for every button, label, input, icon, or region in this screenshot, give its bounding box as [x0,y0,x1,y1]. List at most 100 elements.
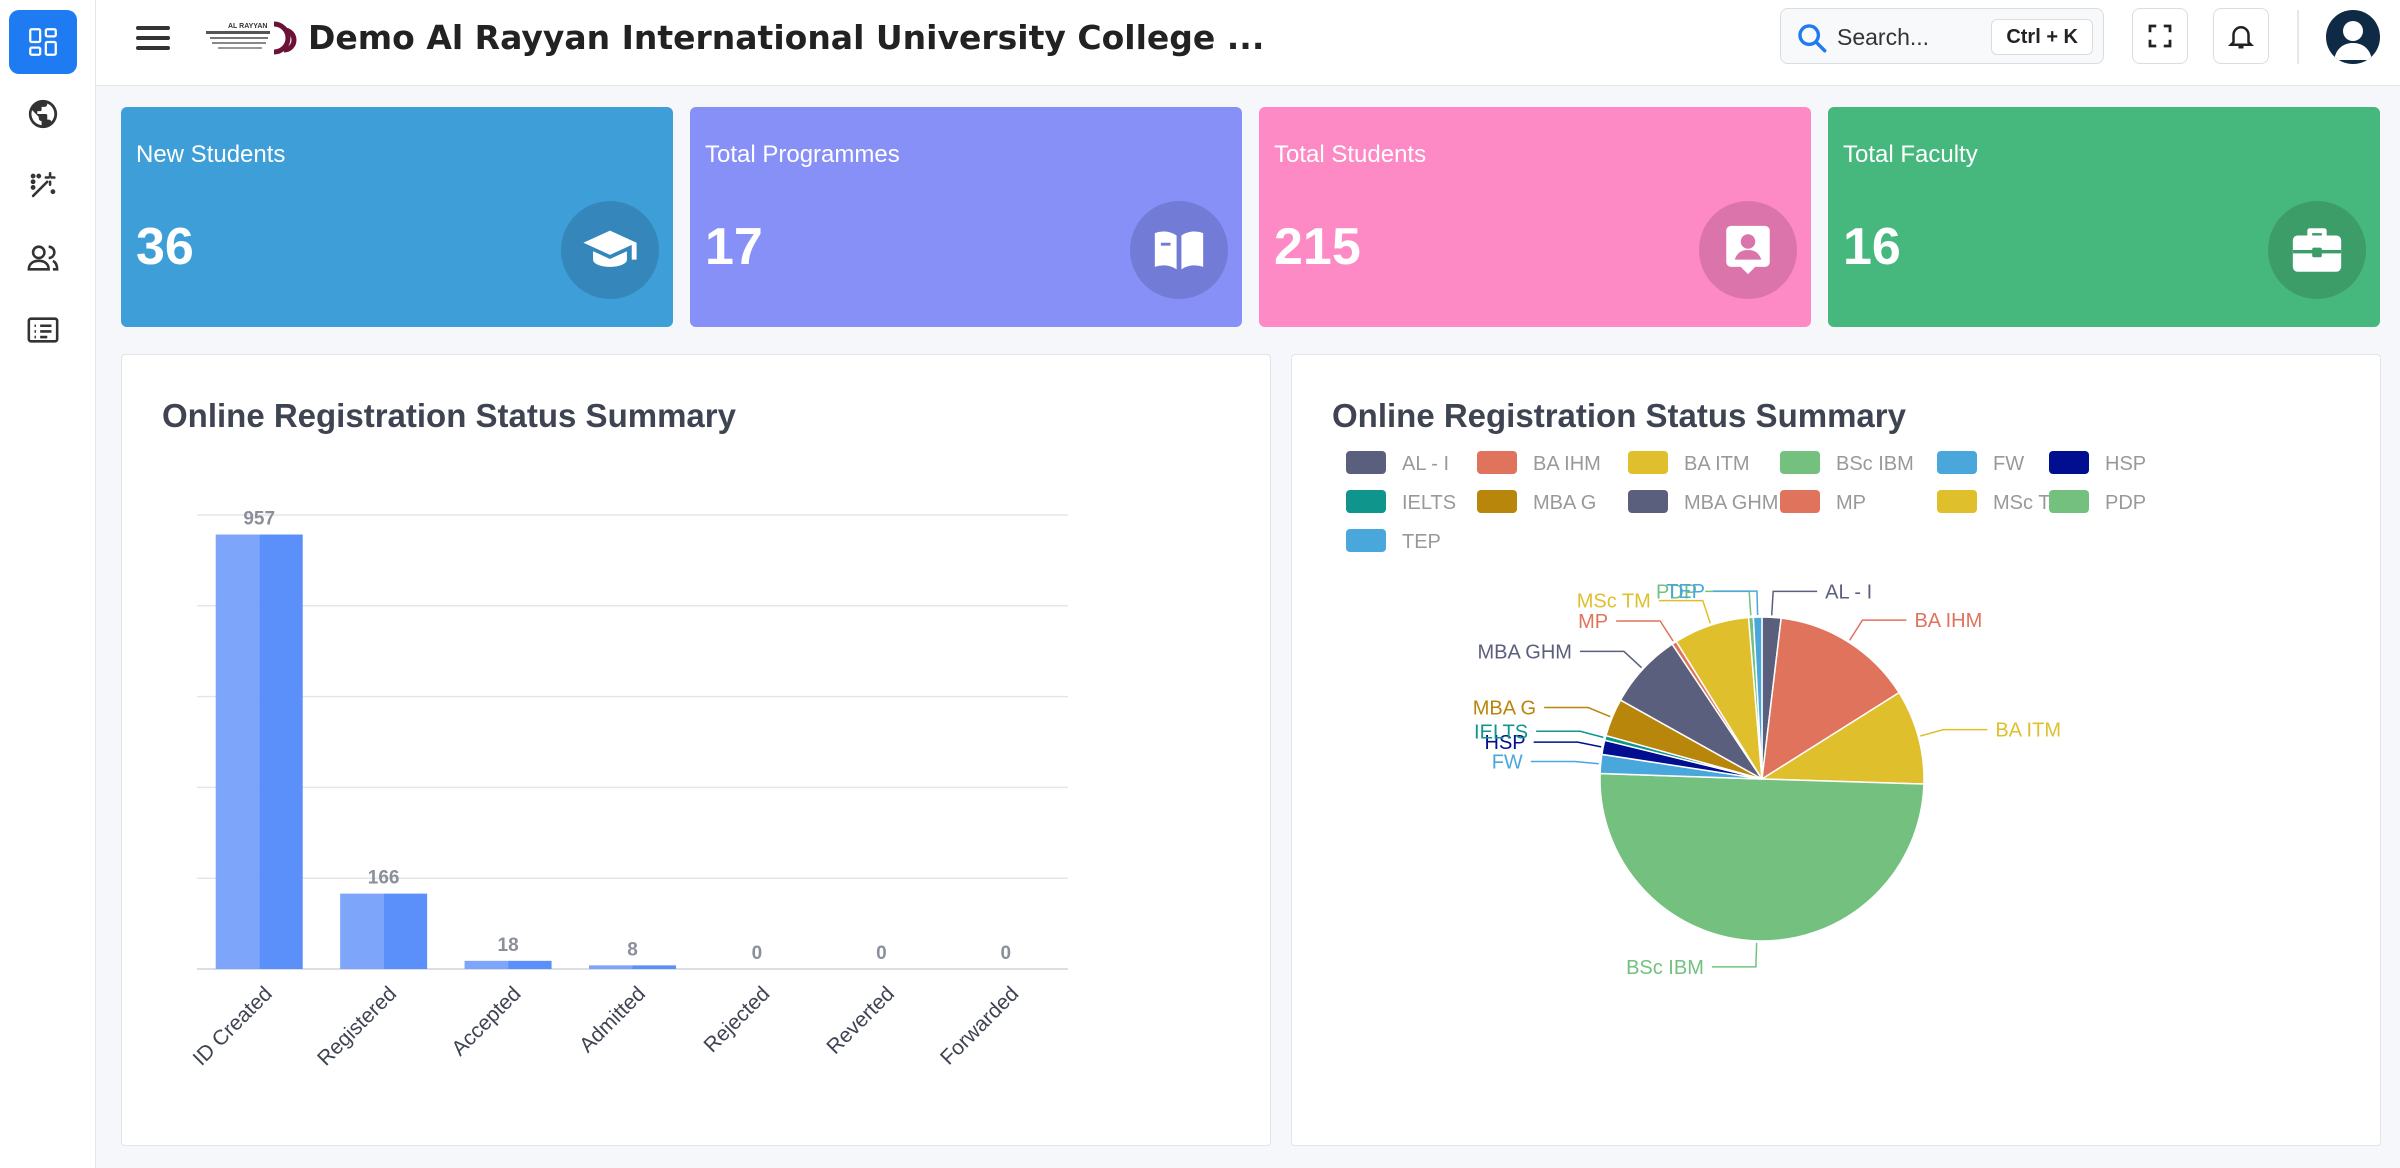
pie-slice-label: MP [1578,611,1608,633]
x-tick-label: Registered [313,982,401,1070]
legend-label: FW [1993,453,2024,475]
book-icon [1154,231,1204,270]
legend-swatch [1346,451,1386,474]
bar [259,534,303,969]
stat-value: 36 [136,218,194,276]
legend-swatch [1628,451,1668,474]
stat-icon-wrap [2268,201,2366,299]
bar [383,893,428,969]
stat-icon-wrap [1699,201,1797,299]
bar [508,960,552,969]
bar-value-label: 0 [1000,943,1011,964]
bar-left-face [464,960,509,969]
user-avatar-icon [2334,21,2372,60]
legend-label: BSc IBM [1836,453,1914,475]
x-tick-label: Accepted [447,982,525,1060]
x-tick-label: Admitted [575,982,650,1057]
pie-slice-label: MBA G [1473,698,1536,720]
stat-value: 16 [1843,218,1901,276]
legend-label: IELTS [1402,492,1456,514]
legend-swatch [1937,451,1977,474]
legend-label: TEP [1402,531,1441,553]
legend-swatch [1477,451,1517,474]
user-badge-icon [1726,225,1770,275]
sidebar [0,0,96,1168]
graduation-cap-icon [583,230,637,267]
bar-chart-title: Online Registration Status Summary [162,397,736,434]
bar-value-label: 8 [627,939,638,960]
bar-chart-panel: Online Registration Status Summary 957 ID… [121,354,1271,1146]
pie-leader-line [1920,728,1988,737]
bar-value-label: 0 [876,943,887,964]
briefcase-icon [2292,228,2342,272]
stat-card-total-faculty[interactable]: Total Faculty 16 [1828,107,2380,327]
legend-label: AL - I [1402,453,1449,475]
pie-leader-line [1711,942,1758,968]
pie-leader-line [1533,741,1602,748]
legend-swatch [2049,490,2089,513]
pie-leader-line [1712,590,1759,616]
bar-chart: 957 ID Created 166 Registered 18 Accepted 8 Adm… [189,509,1068,1070]
pie-slice [1759,691,1925,785]
globe-icon [28,99,58,129]
stat-label: Total Faculty [1843,141,1978,168]
legend-label: BA IHM [1533,453,1601,475]
university-logo: AL RAYYAN [206,21,297,55]
pie-slice-label: PDP [1656,581,1697,603]
stat-card-total-programmes[interactable]: Total Programmes 17 [690,107,1242,327]
magic-wand-icon [30,171,56,198]
top-header: AL RAYYAN Demo Al Rayyan International U… [96,0,2400,86]
legend-label: MSc TM [1993,492,2067,514]
legend-swatch [1780,451,1820,474]
legend-label: MBA GHM [1684,492,1778,514]
stat-label: Total Students [1274,141,1427,168]
user-avatar[interactable] [2326,10,2380,64]
sidebar-item-dashboard[interactable] [9,10,77,74]
pie-leader-line [1530,760,1599,765]
sidebar-item-globe[interactable] [9,82,77,146]
bar-left-face [340,893,384,969]
search-input[interactable]: Search... Ctrl + K [1780,8,2104,64]
pie-slice-label: AL - I [1825,581,1872,603]
legend-label: HSP [2105,453,2146,475]
search-icon [1798,24,1827,53]
legend-swatch [1346,490,1386,513]
sidebar-item-users[interactable] [9,226,77,290]
x-tick-label: ID Created [189,982,277,1070]
search-placeholder: Search... [1837,24,1930,50]
x-tick-label: Reverted [822,982,899,1059]
bar-left-face [215,534,260,969]
sidebar-item-list[interactable] [9,298,77,362]
stat-icon-wrap [561,201,659,299]
menu-toggle-button[interactable] [132,20,176,64]
bar [632,965,676,969]
legend-swatch [1346,529,1386,552]
stat-label: New Students [136,141,286,168]
stat-icon-wrap [1130,201,1228,299]
pie-leader-line [1770,590,1818,616]
bell-icon [2227,26,2255,49]
pie-slice-label: BSc IBM [1626,957,1704,979]
x-tick-label: Forwarded [936,982,1023,1069]
sidebar-item-wand[interactable] [9,154,77,218]
notifications-button[interactable] [2213,8,2269,64]
pie-slice-label: MBA GHM [1477,641,1571,663]
pie-slice-label: BA IHM [1914,610,1982,632]
bar-left-face [589,965,633,969]
page-title: Demo Al Rayyan International University … [308,18,1265,57]
stat-card-new-students[interactable]: New Students 36 [121,107,673,327]
pie-leader-line [1616,620,1674,642]
pie-slice [1599,772,1925,942]
pie-leader-line [1544,706,1611,718]
legend-swatch [1780,490,1820,513]
pie-slice-label: IELTS [1474,721,1528,743]
fullscreen-button[interactable] [2132,8,2188,64]
pie-slice-label: TEP [1666,581,1705,603]
stat-card-total-students[interactable]: Total Students 215 [1259,107,1811,327]
stat-value: 215 [1274,218,1361,276]
bar-value-label: 18 [498,935,519,956]
dashboard-icon [29,28,57,56]
legend-label: MP [1836,492,1866,514]
pie-leader-line [1705,590,1752,616]
pie-chart-panel: Online Registration Status Summary AL - … [1291,354,2381,1146]
